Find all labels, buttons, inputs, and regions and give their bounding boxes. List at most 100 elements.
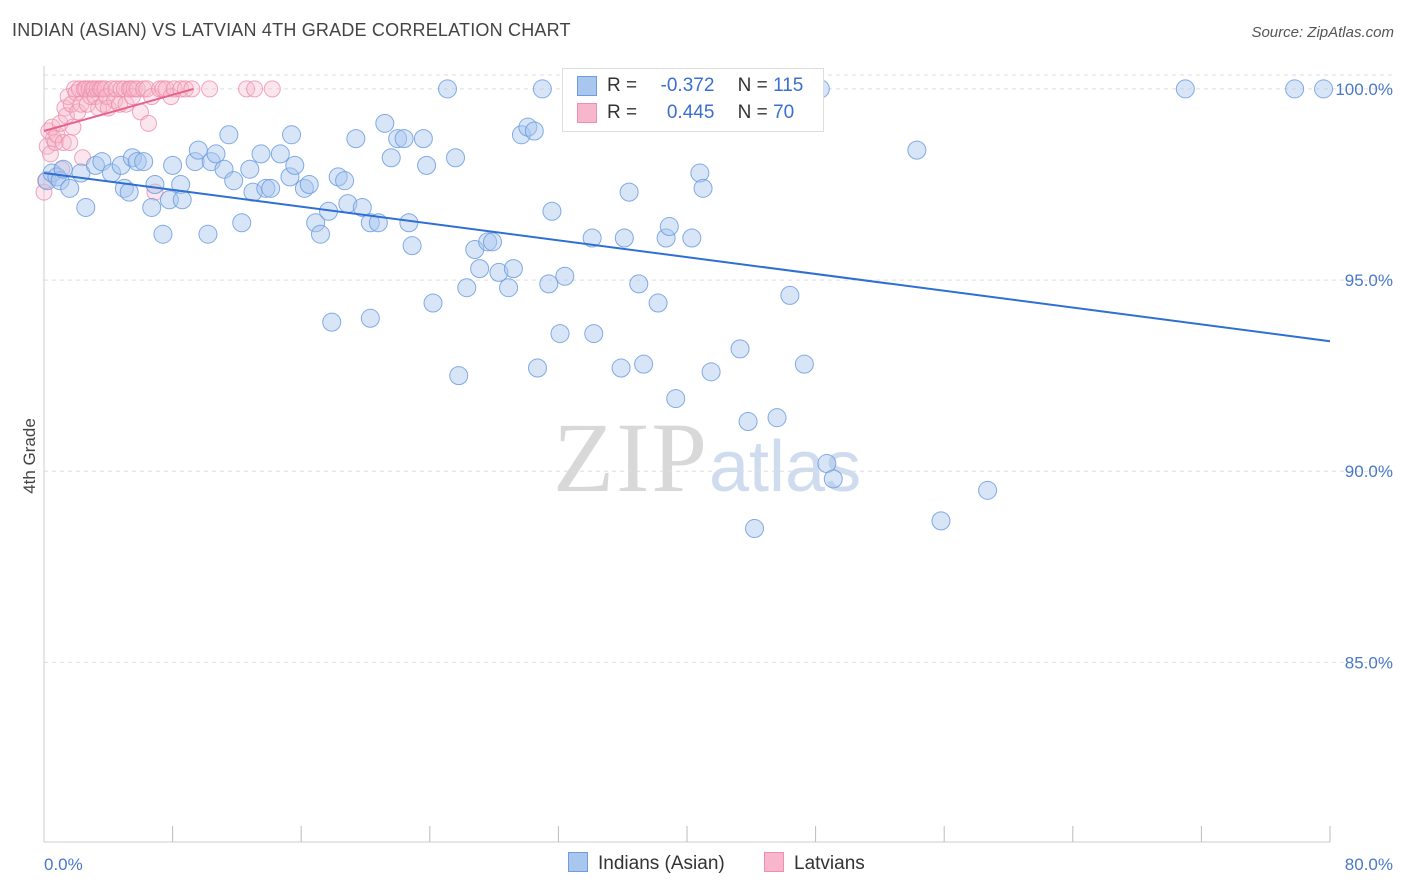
- indians-point: [388, 129, 408, 149]
- indians-point: [582, 228, 602, 248]
- indians-point: [659, 217, 679, 237]
- indians-point: [730, 339, 750, 359]
- latvians-point: [54, 133, 72, 151]
- legend-item-indians[interactable]: Indians (Asian): [568, 852, 725, 875]
- watermark-atlas: atlas: [709, 427, 862, 507]
- indians-point: [251, 144, 271, 164]
- indians-point: [511, 125, 531, 145]
- latvians-point: [246, 80, 264, 98]
- indians-point: [978, 480, 998, 500]
- indians-point: [198, 224, 218, 244]
- n-label: N =: [737, 102, 768, 123]
- indians-swatch: [577, 75, 597, 96]
- indians-point: [446, 148, 466, 168]
- indians-point: [306, 213, 326, 233]
- indians-point: [322, 312, 342, 332]
- indians-point: [310, 224, 330, 244]
- latvians-point: [61, 133, 79, 151]
- r-label: R =: [607, 75, 638, 96]
- indians-point: [555, 266, 575, 286]
- indians-point: [335, 171, 355, 191]
- indians-point: [482, 232, 502, 252]
- indians-point: [111, 155, 131, 175]
- indians-point: [352, 197, 372, 217]
- latvians-legend-label: Latvians: [794, 853, 865, 874]
- indians-point: [285, 155, 305, 175]
- indians-point: [619, 182, 639, 202]
- indians-point: [282, 125, 302, 145]
- indians-point: [206, 144, 226, 164]
- indians-point: [145, 175, 165, 195]
- indians-legend-swatch: [568, 852, 588, 872]
- latvians-point: [263, 80, 281, 98]
- indians-point: [666, 389, 686, 409]
- y-tick-label: 95.0%: [1345, 271, 1393, 290]
- watermark: ZIPatlas: [553, 400, 861, 515]
- y-tick-label: 100.0%: [1335, 80, 1393, 99]
- indians-point: [701, 362, 721, 382]
- indians-point: [532, 79, 552, 99]
- latvians-legend-swatch: [764, 852, 784, 872]
- indians-legend-label: Indians (Asian): [598, 853, 725, 874]
- indians-point: [745, 519, 765, 539]
- latvians-r-value: 0.445: [666, 102, 715, 123]
- indians-point: [417, 155, 437, 175]
- legend-item-latvians[interactable]: Latvians: [764, 852, 865, 875]
- indians-point: [693, 178, 713, 198]
- indians-point: [399, 213, 419, 233]
- indians-point: [794, 354, 814, 374]
- indians-point: [614, 228, 634, 248]
- indians-point: [232, 213, 252, 233]
- indians-point: [738, 412, 758, 432]
- trend-lines: [43, 87, 1331, 343]
- indians-point: [931, 511, 951, 531]
- indians-point: [413, 129, 433, 149]
- indians-point: [270, 144, 290, 164]
- indians-point: [629, 274, 649, 294]
- indians-point: [470, 259, 490, 279]
- indians-points: [37, 79, 1334, 539]
- indians-point: [550, 324, 570, 344]
- indians-point: [219, 125, 239, 145]
- indians-point: [119, 182, 139, 202]
- indians-point: [172, 190, 192, 210]
- axes: [43, 66, 1331, 843]
- stats-row-indians: R = -0.372 N = 115: [577, 75, 803, 101]
- x-tick-label-min: 0.0%: [44, 855, 83, 874]
- indians-point: [528, 358, 548, 378]
- indians-point: [907, 140, 927, 160]
- stats-row-latvians: R = 0.445 N = 70: [577, 102, 794, 128]
- indians-point: [1314, 79, 1334, 99]
- indians-point: [394, 129, 414, 149]
- y-tick-label: 85.0%: [1345, 653, 1393, 672]
- n-label: N =: [737, 75, 768, 96]
- latvians-point: [128, 80, 146, 98]
- indians-point: [437, 79, 457, 99]
- indians-point: [648, 293, 668, 313]
- indians-point: [539, 274, 559, 294]
- indians-point: [656, 228, 676, 248]
- indians-point: [256, 178, 276, 198]
- indians-point: [240, 159, 260, 179]
- indians-point: [375, 113, 395, 133]
- x-tick-label-max: 80.0%: [1345, 855, 1393, 874]
- indians-r-value: -0.372: [660, 75, 715, 96]
- indians-point: [449, 366, 469, 386]
- indians-point: [346, 129, 366, 149]
- indians-point: [134, 152, 154, 172]
- indians-point: [1175, 79, 1195, 99]
- indians-point: [224, 171, 244, 191]
- latvians-trend-line: [43, 87, 194, 132]
- indians-point: [360, 213, 380, 233]
- indians-point: [767, 408, 787, 428]
- tick-labels: 100.0% 95.0% 90.0% 85.0% 0.0% 80.0%: [44, 80, 1393, 874]
- latvians-n-value: 70: [773, 102, 795, 123]
- indians-point: [280, 167, 300, 187]
- indians-point: [60, 178, 80, 198]
- indians-point: [261, 178, 281, 198]
- source-label: Source: ZipAtlas.com: [1251, 24, 1394, 41]
- chart-title: INDIAN (ASIAN) VS LATVIAN 4TH GRADE CORR…: [12, 20, 571, 40]
- indians-point: [1285, 79, 1305, 99]
- indians-point: [823, 469, 843, 489]
